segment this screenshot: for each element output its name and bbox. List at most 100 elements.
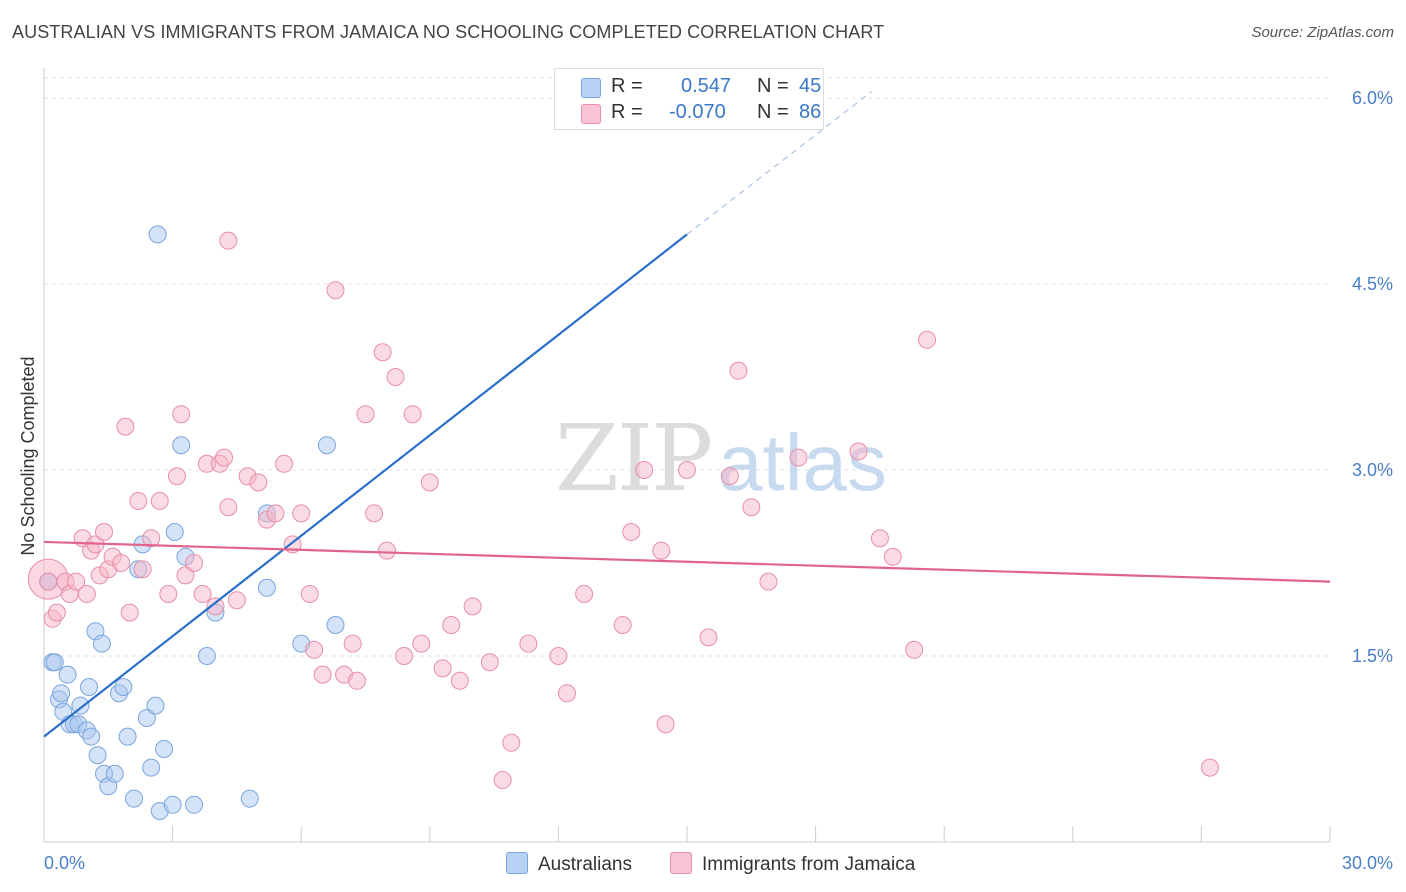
data-point-jamaica: [365, 504, 384, 523]
data-point-jamaica: [373, 343, 392, 362]
data-point-jamaica: [206, 597, 225, 616]
data-point-jamaica: [493, 771, 512, 789]
data-point-jamaica: [176, 566, 195, 585]
data-point-australians: [185, 795, 204, 814]
data-point-jamaica: [420, 473, 439, 492]
data-point-jamaica: [849, 442, 868, 461]
data-point-jamaica: [219, 498, 238, 517]
correlation-legend: R = 0.547 N = 45 R = -0.070 N = 86: [554, 68, 824, 130]
data-point-jamaica: [215, 448, 234, 467]
data-point-jamaica: [729, 361, 748, 380]
data-point-jamaica: [502, 733, 521, 752]
axes: [43, 68, 1331, 843]
data-point-jamaica: [343, 634, 362, 653]
data-point-jamaica: [266, 504, 285, 523]
legend-n-value: 86: [799, 101, 822, 123]
data-point-jamaica: [403, 405, 422, 424]
data-point-jamaica: [759, 572, 778, 591]
data-point-jamaica: [185, 554, 204, 572]
bottom-legend-swatch-australians: [506, 852, 528, 874]
data-point-jamaica: [433, 659, 452, 678]
data-point-australians: [45, 653, 64, 672]
data-point-jamaica: [450, 671, 469, 690]
data-point-australians: [146, 696, 165, 715]
data-point-australians: [125, 789, 144, 808]
data-point-jamaica: [142, 529, 161, 548]
data-point-jamaica: [613, 616, 632, 634]
data-point-jamaica: [347, 671, 366, 690]
bottom-legend-swatch-jamaica: [670, 852, 692, 874]
data-point-jamaica: [275, 454, 294, 473]
data-point-australians: [257, 578, 276, 597]
legend-swatch-jamaica: [581, 104, 601, 124]
x-tick-label-min: 0.0%: [44, 853, 85, 873]
legend-n-label: N =: [757, 101, 789, 123]
data-point-jamaica: [622, 523, 641, 541]
data-point-jamaica: [395, 647, 414, 665]
data-point-jamaica: [720, 467, 739, 486]
data-point-australians: [317, 436, 336, 455]
legend-swatch-australians: [581, 78, 601, 98]
data-point-jamaica: [918, 330, 937, 349]
y-tick-label: 6.0%: [1352, 88, 1393, 108]
data-point-jamaica: [386, 368, 405, 386]
legend-r-label: R =: [611, 75, 643, 97]
data-point-jamaica: [463, 597, 482, 616]
data-point-jamaica: [480, 653, 499, 672]
data-point-jamaica: [412, 634, 431, 653]
data-point-australians: [326, 616, 345, 634]
data-point-australians: [165, 523, 184, 541]
data-point-australians: [80, 678, 99, 696]
data-point-jamaica: [575, 585, 594, 603]
data-point-australians: [105, 764, 124, 783]
data-points: [27, 225, 1219, 820]
data-point-jamaica: [519, 634, 538, 653]
data-point-jamaica: [167, 467, 186, 486]
data-point-jamaica: [77, 585, 96, 603]
y-tick-label: 3.0%: [1352, 460, 1393, 480]
data-point-jamaica: [159, 585, 178, 603]
data-point-australians: [197, 647, 216, 665]
data-point-jamaica: [1200, 758, 1219, 777]
data-point-jamaica: [305, 640, 324, 659]
data-point-australians: [92, 634, 111, 653]
data-point-australians: [240, 789, 259, 808]
data-point-australians: [137, 709, 156, 727]
trend-line-australians: [43, 233, 688, 738]
tick-labels: 1.5% 3.0% 4.5% 6.0% 0.0% 30.0%: [44, 88, 1393, 873]
legend-r-value: 0.547: [681, 75, 732, 97]
data-point-jamaica: [549, 647, 568, 665]
data-point-australians: [114, 678, 133, 696]
data-point-jamaica: [133, 560, 152, 579]
data-point-jamaica: [219, 231, 238, 250]
data-point-jamaica: [326, 281, 345, 300]
data-point-australians: [82, 727, 101, 746]
data-point-jamaica: [95, 523, 114, 541]
data-point-jamaica: [120, 603, 139, 622]
trend-lines: [43, 91, 1331, 738]
bottom-legend-label-jamaica: Immigrants from Jamaica: [702, 854, 916, 875]
data-point-jamaica: [442, 616, 461, 634]
data-point-jamaica: [557, 684, 576, 703]
legend-n-value: 45: [799, 75, 822, 97]
data-point-jamaica: [652, 541, 671, 560]
data-point-jamaica: [656, 715, 675, 734]
data-point-jamaica: [742, 498, 761, 517]
data-point-australians: [163, 795, 182, 814]
data-point-jamaica: [292, 504, 311, 523]
data-point-australians: [148, 225, 167, 244]
data-point-jamaica: [699, 628, 718, 647]
data-point-australians: [58, 665, 77, 684]
legend-n-label: N =: [757, 75, 789, 97]
data-point-jamaica: [67, 572, 86, 591]
data-point-jamaica: [313, 665, 332, 684]
data-point-jamaica: [112, 554, 131, 572]
bottom-legend-label-australians: Australians: [538, 854, 632, 875]
data-point-jamaica: [249, 473, 268, 492]
data-point-jamaica: [377, 541, 396, 560]
data-point-jamaica: [116, 417, 135, 436]
x-tick-label-max: 30.0%: [1342, 853, 1393, 873]
data-point-jamaica: [172, 405, 191, 424]
data-point-jamaica: [883, 547, 902, 566]
